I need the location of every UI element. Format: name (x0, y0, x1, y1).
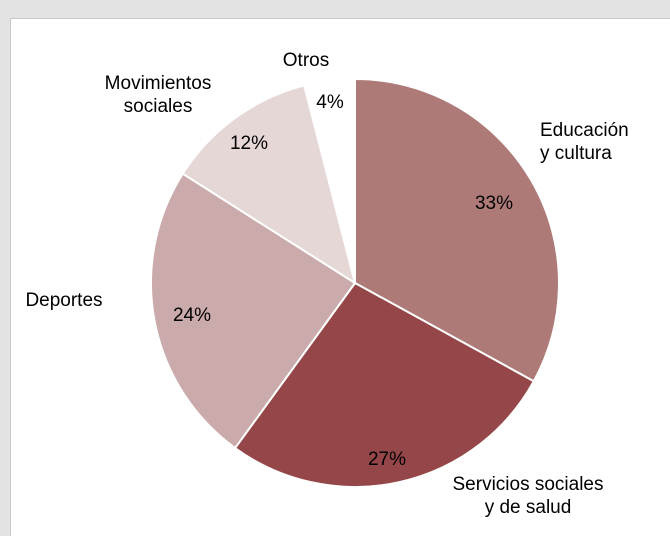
slice-deportes (150, 172, 357, 450)
category-labels: Educación y cultura Servicios sociales y de… (25, 50, 628, 518)
category-label-otros: Otros (283, 50, 329, 71)
category-label-line: sociales (124, 96, 193, 117)
percent-label-otros: 4% (316, 92, 344, 113)
category-label-line: y de salud (485, 497, 572, 518)
slice-educacion-y-cultura (354, 77, 560, 383)
slice-movimientos-sociales (181, 84, 357, 286)
category-label-educacion-y-cultura: Educación y cultura (540, 120, 629, 164)
percent-labels: 33% 27% 24% 12% 4% (173, 92, 513, 470)
category-label-deportes: Deportes (25, 290, 102, 311)
category-label-line: y cultura (540, 143, 612, 164)
category-label-line: Movimientos (105, 73, 212, 94)
category-label-line: Servicios sociales (453, 474, 604, 495)
category-label-line: Deportes (25, 290, 102, 311)
slice-otros (303, 77, 356, 284)
percent-label-movimientos-sociales: 12% (230, 133, 268, 154)
category-label-movimientos-sociales: Movimientos sociales (105, 73, 212, 117)
slice-servicios-sociales-y-de-salud (233, 281, 536, 488)
category-label-line: Otros (283, 50, 329, 71)
percent-label-educacion-y-cultura: 33% (475, 193, 513, 214)
percent-label-servicios-sociales-y-de-salud: 27% (368, 449, 406, 470)
percent-label-deportes: 24% (173, 305, 211, 326)
pie-slices (150, 77, 560, 488)
category-label-line: Educación (540, 120, 629, 141)
category-label-servicios-sociales-y-de-salud: Servicios sociales y de salud (453, 474, 604, 518)
